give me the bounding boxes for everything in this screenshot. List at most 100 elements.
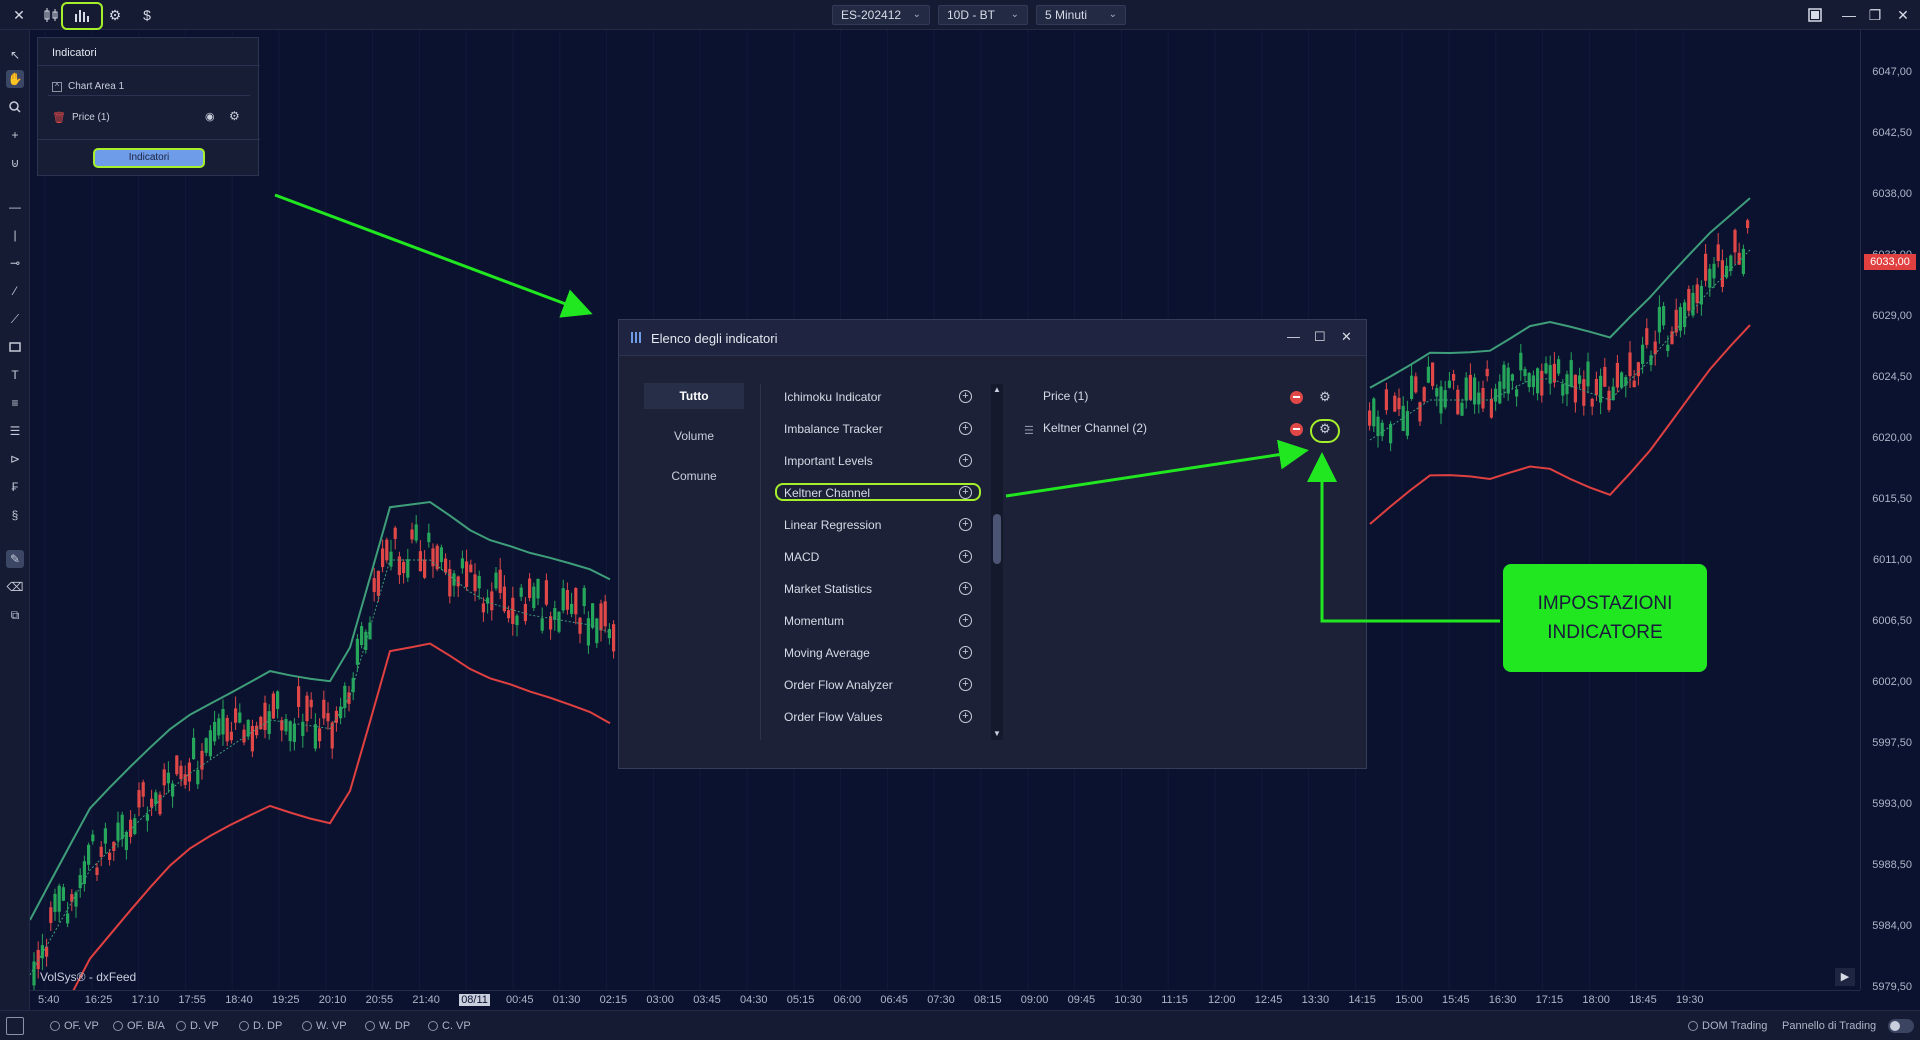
trading-panel-toggle[interactable] [1888,1019,1914,1033]
time-axis-label: 16:30 [1488,994,1517,1006]
price-axis-label: 6011,00 [1873,554,1912,566]
maximize-icon[interactable]: ☐ [1314,329,1326,344]
profile-option[interactable]: W. VP [302,1020,347,1032]
eraser-icon[interactable]: ⌫ [6,580,24,594]
add-indicator-icon[interactable]: + [959,710,972,723]
indicators-icon[interactable] [71,4,93,26]
chevron-down-icon: ⌄ [1010,9,1019,20]
minimize-icon[interactable]: — [1287,329,1300,344]
period-select[interactable]: 10D - BT ⌄ [938,5,1028,25]
add-indicator-icon[interactable]: + [959,582,972,595]
add-indicator-icon[interactable]: + [959,422,972,435]
add-indicator-icon[interactable]: + [959,390,972,403]
gear-icon[interactable]: ⚙ [229,109,240,123]
timeframe-select[interactable]: 5 Minuti ⌄ [1036,5,1126,25]
indicator-list-item[interactable]: Ichimoku Indicator [784,390,882,404]
profile-option[interactable]: D. DP [239,1020,282,1032]
trash-icon[interactable]: 🗑 [52,112,66,124]
hand-icon[interactable]: ✋ [6,70,24,88]
chart-area-row[interactable]: ^ Chart Area 1 [52,81,124,92]
gear-highlight [1310,419,1340,443]
scroll-thumb[interactable] [993,514,1001,564]
profile-option[interactable]: OF. VP [50,1020,99,1032]
remove-price-icon[interactable] [1290,391,1303,404]
zoom-icon[interactable] [6,98,24,116]
candles-icon[interactable] [40,4,62,26]
restore-icon[interactable]: ❐ [1868,6,1882,23]
indicator-list-item[interactable]: MACD [784,550,820,564]
trendline-icon[interactable]: ⁄ [13,284,16,298]
profile-option[interactable]: C. VP [428,1020,471,1032]
add-indicator-icon[interactable]: + [959,550,972,563]
indicator-list-item[interactable]: Moving Average [784,646,870,660]
price-label-icon[interactable]: ₣ [11,480,19,494]
category-all[interactable]: Tutto [644,383,744,409]
time-axis[interactable]: 5:40 16:25 17:10 17:55 18:40 19:25 20:10 20:55 2… [30,990,1860,1010]
close-icon[interactable]: ✕ [13,6,25,23]
indicators-dialog: Elenco degli indicatori — ☐ ✕ Tutto Volu… [618,319,1367,769]
eye-icon[interactable]: ◉ [205,111,215,123]
indicator-list-item[interactable]: Order Flow Values [784,710,883,724]
layers-icon[interactable]: ⧉ [10,607,20,622]
list-scrollbar[interactable]: ▲ ▼ [991,384,1003,740]
window-close-icon[interactable]: ✕ [1897,6,1909,23]
keyboard-icon[interactable] [6,1017,24,1035]
radio-icon [239,1021,249,1031]
minimize-icon[interactable]: — [1842,7,1856,23]
divider [38,139,260,140]
category-volume[interactable]: Volume [673,429,715,443]
rectangle-icon[interactable] [6,338,24,356]
indicator-list-item[interactable]: Keltner Channel [784,486,871,500]
indicator-list-item[interactable]: Important Levels [784,454,873,468]
add-indicator-icon[interactable]: + [959,486,972,499]
keltner-settings-gear-icon[interactable]: ⚙ [1319,421,1331,436]
vertical-line-icon[interactable]: | [13,228,17,242]
price-chart[interactable] [30,30,1860,990]
indicator-list-item[interactable]: Market Statistics [784,582,873,596]
profile-option[interactable]: D. VP [176,1020,219,1032]
cursor-icon[interactable]: ↖ [9,48,21,62]
text-icon[interactable]: T [11,368,19,382]
indicator-list-item[interactable]: Imbalance Tracker [784,422,883,436]
lines-icon[interactable]: ≡ [11,396,19,410]
profile-option[interactable]: OF. B/A [113,1020,165,1032]
volume-profile-icon[interactable]: § [11,508,19,522]
symbol-select[interactable]: ES-202412 ⌄ [832,5,930,25]
layout-icon[interactable] [1804,4,1826,26]
indicator-list-item[interactable]: Linear Regression [784,518,882,532]
dom-trading-option[interactable]: DOM Trading [1688,1020,1767,1032]
add-indicator-icon[interactable]: + [959,678,972,691]
dollar-icon[interactable]: $ [143,7,151,23]
indicator-list-item[interactable]: Momentum [784,614,845,628]
price-axis[interactable]: 6047,00 6042,50 6038,00 6033,00 6029,00 6024,… [1860,30,1920,993]
remove-keltner-icon[interactable] [1290,423,1303,436]
scroll-right-button[interactable]: ▶ [1835,968,1855,986]
fib-icon[interactable]: ⟋ [10,311,20,326]
add-indicator-icon[interactable]: + [959,614,972,627]
projection-icon[interactable]: ⊳ [9,452,21,466]
time-axis-label: 20:55 [365,994,394,1006]
add-indicator-icon[interactable]: + [959,518,972,531]
add-indicators-button[interactable]: Indicatori [93,148,205,168]
crosshair-icon[interactable]: + [11,128,19,142]
scroll-down-icon[interactable]: ▼ [993,729,1001,738]
close-icon[interactable]: ✕ [1341,329,1352,344]
time-axis-label: 15:45 [1442,994,1470,1006]
indicator-list-item[interactable]: Order Flow Analyzer [784,678,893,692]
time-axis-label: 18:45 [1629,994,1657,1006]
gear-icon[interactable]: ⚙ [108,6,122,23]
profile-option[interactable]: W. DP [365,1020,410,1032]
magic-icon[interactable]: ✎ [6,550,24,568]
magnet-icon[interactable]: ⊍ [10,156,20,170]
drag-handle-icon[interactable]: ☰ [1024,425,1034,437]
scroll-up-icon[interactable]: ▲ [993,385,1001,394]
collapse-icon[interactable]: ^ [52,81,62,92]
category-common[interactable]: Comune [671,469,717,483]
add-indicator-icon[interactable]: + [959,454,972,467]
add-indicator-icon[interactable]: + [959,646,972,659]
channel-icon[interactable]: ☰ [9,424,21,438]
price-row[interactable]: 🗑 Price (1) [52,111,110,124]
price-settings-gear-icon[interactable]: ⚙ [1319,389,1331,404]
ray-icon[interactable]: ⊸ [9,256,21,270]
horizontal-line-icon[interactable]: — [9,200,21,214]
